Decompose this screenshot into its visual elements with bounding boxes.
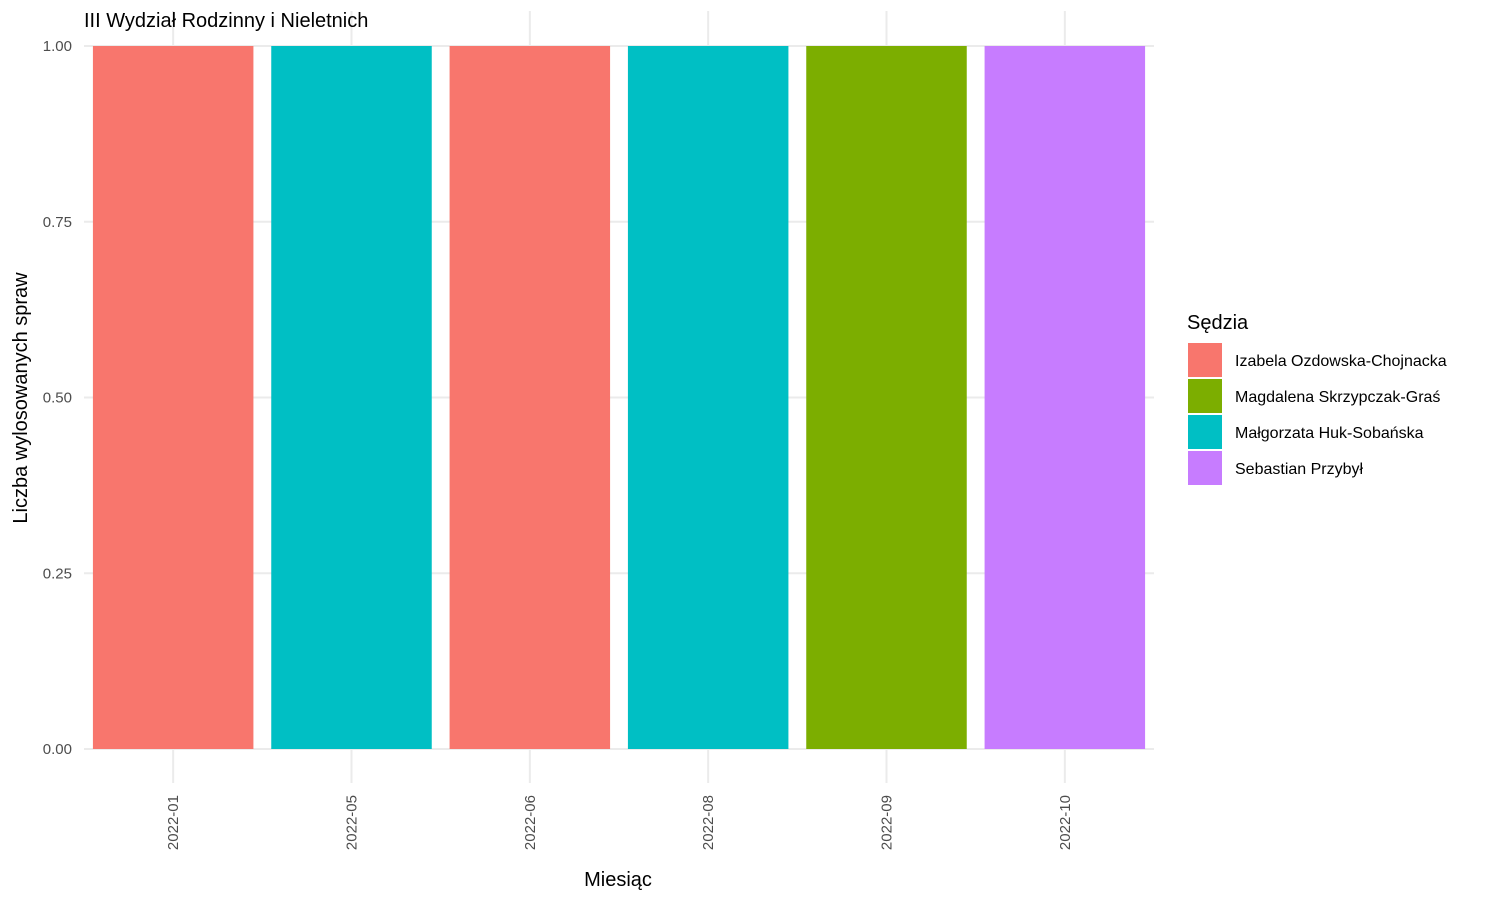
y-tick-label: 1.00 [43,38,72,55]
legend-label: Małgorzata Huk-Sobańska [1235,425,1424,442]
x-axis-title: Miesiąc [584,869,652,891]
y-tick-label: 0.25 [43,565,72,582]
x-tick-label: 2022-01 [165,795,182,850]
legend: Sędzia Izabela Ozdowska-Chojnacka Magdale… [1187,312,1447,485]
bars [92,46,1146,749]
legend-swatch [1188,415,1222,449]
x-tick-label: 2022-06 [522,795,539,850]
y-axis-ticks: 0.00 0.25 0.50 0.75 1.00 [43,38,72,758]
y-tick-label: 0.50 [43,390,72,407]
y-tick-label: 0.00 [43,741,72,758]
x-tick-label: 2022-08 [700,795,717,850]
legend-swatch [1188,451,1222,485]
legend-entries: Izabela Ozdowska-Chojnacka Magdalena Skrz… [1188,343,1447,485]
legend-label: Sebastian Przybył [1235,461,1364,478]
x-tick-label: 2022-09 [879,795,896,850]
legend-label: Izabela Ozdowska-Chojnacka [1235,353,1447,370]
bar-2022-10 [984,46,1146,749]
bar-2022-01 [92,46,254,749]
legend-title: Sędzia [1187,312,1249,334]
y-tick-label: 0.75 [43,214,72,231]
legend-swatch [1188,343,1222,377]
bar-2022-09 [806,46,967,749]
y-axis-title: Liczba wylosowanych spraw [10,272,32,524]
legend-swatch [1188,379,1222,413]
bar-2022-06 [449,46,611,749]
x-axis-ticks: 2022-01 2022-05 2022-06 2022-08 2022-09 2022-… [165,795,1074,850]
bar-2022-05 [271,46,432,749]
bar-2022-08 [627,46,789,749]
x-tick-label: 2022-10 [1057,795,1074,850]
legend-label: Magdalena Skrzypczak-Graś [1235,389,1440,406]
x-tick-label: 2022-05 [344,795,361,850]
chart-title: III Wydział Rodzinny i Nieletnich [84,10,368,32]
